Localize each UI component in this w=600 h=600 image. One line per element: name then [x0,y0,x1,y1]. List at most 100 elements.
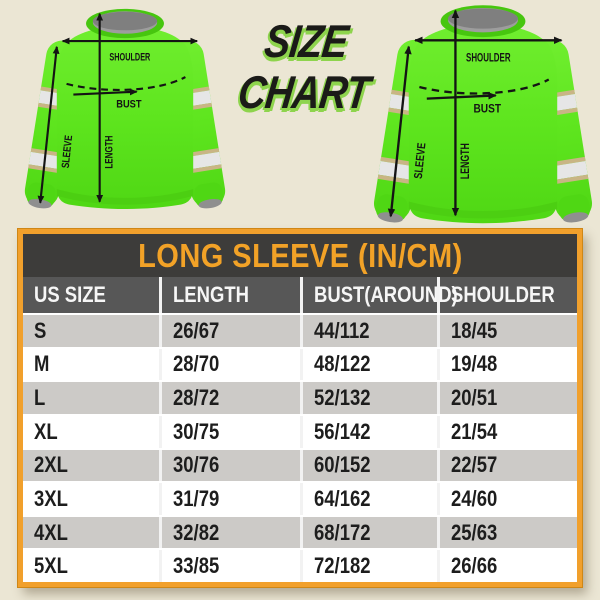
cell-value: 64/162 [313,485,371,511]
cell-value: 20/51 [451,385,498,411]
cell-bust: 48/122 [303,348,441,381]
sleeve-arrow [387,45,412,218]
sleeve-label: SLEEVE [412,142,429,179]
cell-length: 30/75 [162,415,303,448]
cell-value: 25/63 [451,519,498,545]
column-header-bust: BUST(AROUND) [303,277,457,313]
bust-label: BUST [116,98,142,110]
hem-band [56,189,194,205]
table-row: 3XL 31/79 64/162 24/60 [23,481,577,515]
cell-value: M [34,351,50,377]
cell-value: 26/67 [173,317,220,343]
bust-label: BUST [473,102,501,115]
sweatshirt-back-view: SHOULDER BUST LENGTH SLEEVE [360,0,600,229]
reflective-stripe-lower [548,156,589,185]
cell-size: 5XL [23,550,163,582]
cell-value: 4XL [34,519,68,545]
cell-size: L [23,382,163,414]
cell-value: 68/172 [313,519,371,545]
cell-value: L [34,385,46,411]
cell-value: 2XL [34,452,68,478]
cell-bust: 72/182 [303,550,441,582]
cell-size: 4XL [23,516,163,549]
shoulder-label: SHOULDER [109,52,150,64]
column-header-label: BUST(AROUND) [313,282,458,307]
cell-value: 52/132 [313,385,371,411]
cell-shoulder: 20/51 [440,382,577,414]
cell-shoulder: 21/54 [440,416,577,448]
cell-shoulder: 22/57 [440,450,577,482]
table-title: LONG SLEEVE (IN/CM) [137,236,463,274]
cell-value: 28/70 [173,351,220,377]
collar-shadow [92,11,158,31]
cuff-opening [563,212,589,223]
cell-bust: 68/172 [303,516,441,549]
torso [408,24,558,224]
column-header-label: SHOULDER [451,282,555,307]
cell-shoulder: 24/60 [440,483,577,515]
table-row: S 26/67 44/112 18/45 [23,313,577,347]
cell-value: 31/79 [173,485,220,511]
bust-arrow [426,92,497,100]
cell-shoulder: 18/45 [440,315,577,347]
column-header-shoulder: SHOULDER [440,277,577,313]
table-title-band: LONG SLEEVE (IN/CM) [23,234,577,277]
column-header-us-size: US SIZE [23,277,163,313]
cell-size: XL [23,415,163,448]
cell-shoulder: 19/48 [440,349,577,381]
length-label: LENGTH [459,143,472,179]
column-header-label: LENGTH [173,282,250,307]
collar-shadow [448,8,518,29]
column-header-label: US SIZE [34,282,106,307]
cell-bust: 52/132 [303,382,441,414]
cell-length: 31/79 [162,483,303,515]
cell-value: 18/45 [451,317,498,343]
cell-length: 26/67 [162,315,303,347]
cell-value: 48/122 [313,351,371,377]
sleeve-label: SLEEVE [60,135,75,169]
sweatshirt-front-view: SHOULDER BUST LENGTH SLEEVE [12,4,238,229]
sleeve-arrow [37,45,60,204]
cell-length: 28/72 [162,382,303,414]
cell-value: 5XL [34,553,68,579]
cell-bust: 44/112 [303,315,441,347]
length-label: LENGTH [103,135,115,168]
cell-size: 3XL [23,483,163,515]
cell-value: 44/112 [313,317,370,343]
table-row: L 28/72 52/132 20/51 [23,380,577,414]
cell-value: 60/152 [313,452,371,478]
title-line-2: CHART [235,66,373,118]
cell-value: 72/182 [313,553,371,579]
cuff-opening [198,198,222,209]
cell-value: 30/75 [173,418,220,444]
shoulder-label: SHOULDER [466,52,511,65]
cell-size: M [23,348,163,381]
cell-length: 32/82 [162,516,303,549]
column-header-length: LENGTH [162,277,303,313]
cell-value: 21/54 [451,418,498,444]
cell-bust: 60/152 [303,449,441,482]
cell-value: 24/60 [451,485,498,511]
size-table: LONG SLEEVE (IN/CM) US SIZE LENGTH BUST(… [18,229,582,587]
cell-shoulder: 26/66 [440,550,577,582]
cell-value: S [34,317,47,343]
table-header-row: US SIZE LENGTH BUST(AROUND) SHOULDER [23,277,577,313]
table-row: 4XL 32/82 68/172 25/63 [23,514,577,549]
cell-value: 28/72 [173,385,220,411]
cell-bust: 64/162 [303,483,441,515]
hem-band [408,201,558,219]
cell-value: 3XL [34,485,68,511]
cell-bust: 56/142 [303,415,441,448]
title-line-1: SIZE [261,15,351,67]
table-row: XL 30/75 56/142 21/54 [23,413,577,448]
cell-length: 33/85 [162,550,303,582]
cell-size: S [23,315,163,347]
size-chart-title: SIZE CHART [224,15,383,118]
table-row: 2XL 30/76 60/152 22/57 [23,447,577,482]
cell-value: 22/57 [451,452,498,478]
cell-value: 32/82 [173,519,220,545]
cell-shoulder: 25/63 [440,517,577,549]
cell-size: 2XL [23,449,163,482]
cell-length: 30/76 [162,449,303,482]
